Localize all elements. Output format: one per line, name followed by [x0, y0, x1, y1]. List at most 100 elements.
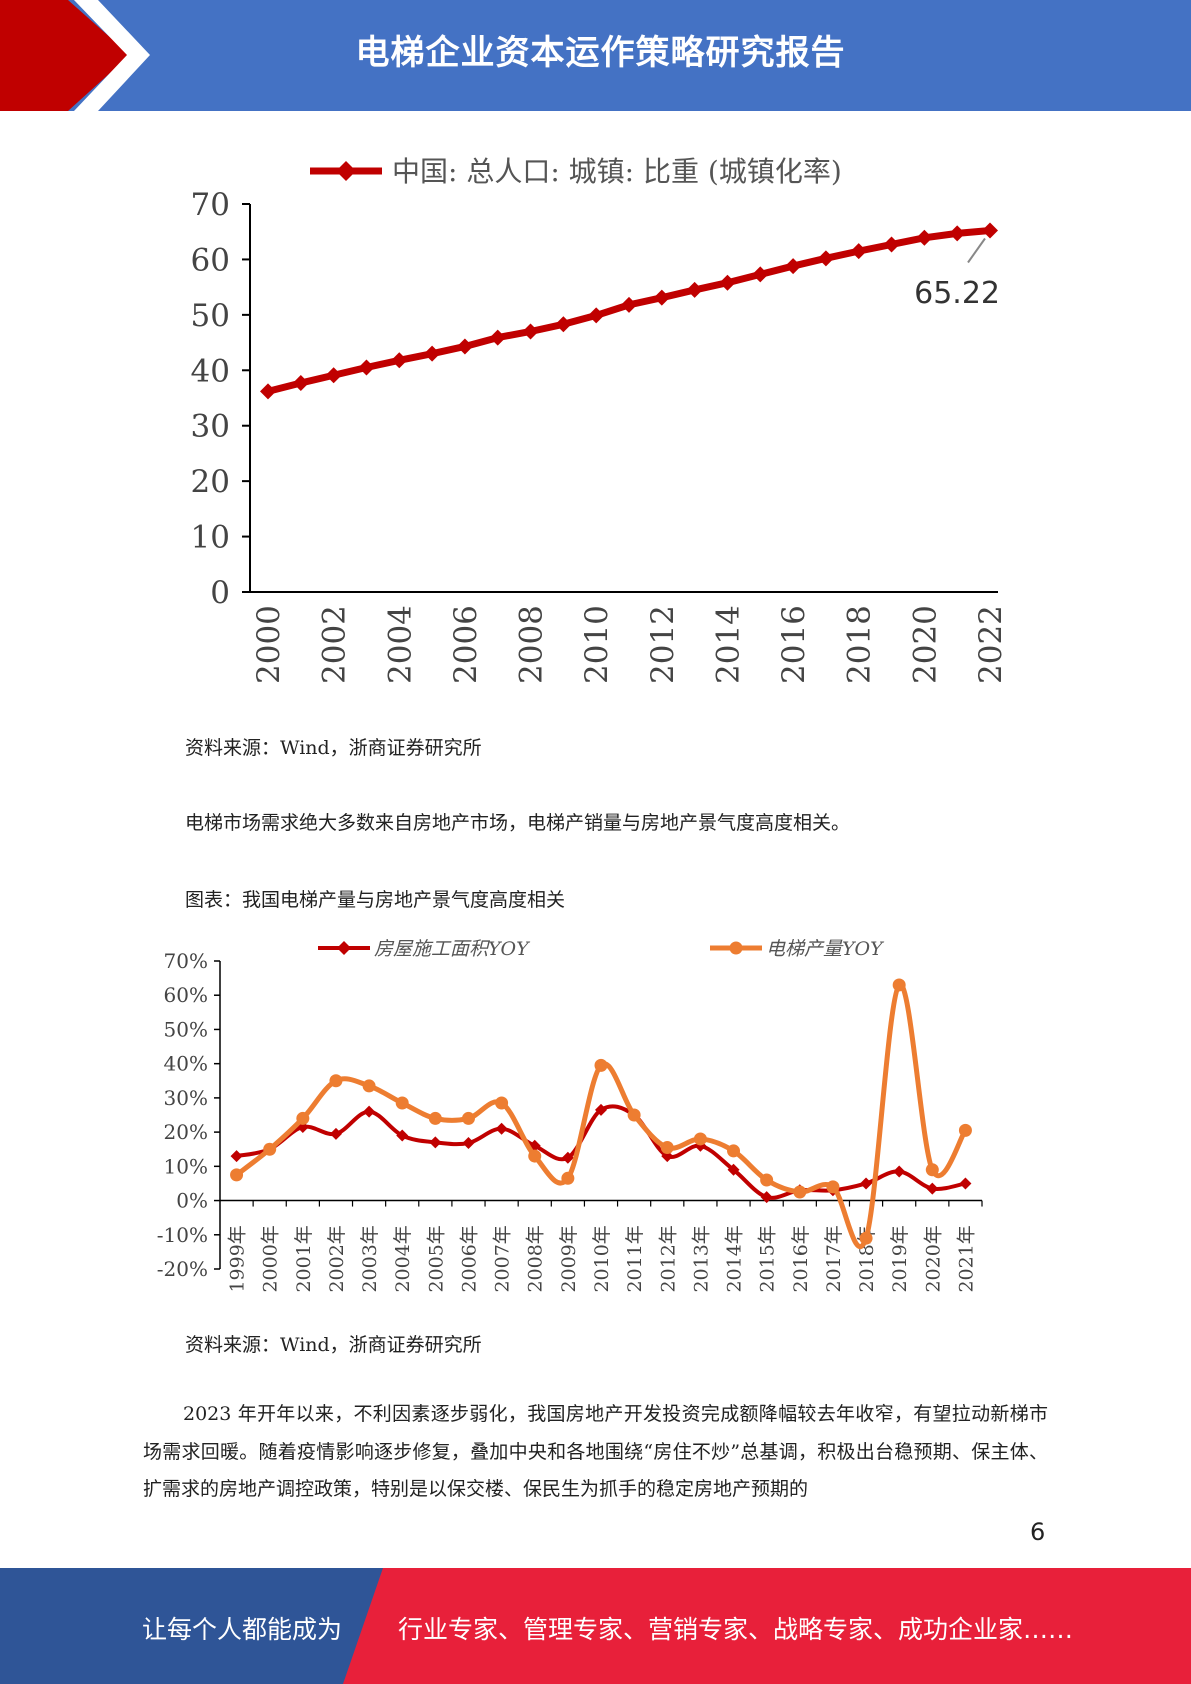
chart1-data-point [752, 266, 769, 283]
chart1-data-point [653, 289, 670, 306]
chart1-data-point [949, 225, 966, 242]
chart1-data-point [621, 296, 637, 313]
chart1-data-point [982, 222, 998, 239]
chart2-construction-point [462, 1137, 475, 1150]
chart2-elevator-point [395, 1096, 409, 1110]
chart2-x-tick-label: 2020年 [922, 1225, 944, 1292]
chart1-y-tick-label: 20 [191, 464, 230, 500]
chart1-legend-marker [336, 161, 356, 181]
intro-text: 电梯市场需求绝大多数来自房地产市场，电梯产销量与房地产景气度高度相关。 [185, 812, 851, 834]
chart2-y-tick-label: 50% [164, 1017, 208, 1041]
chart2-elevator-point [892, 978, 906, 992]
chart2-y-tick-label: 60% [164, 983, 208, 1007]
chart1-data-point [456, 338, 473, 355]
chart2-construction-point [595, 1103, 607, 1116]
chart2-x-tick-label: 2012年 [657, 1225, 679, 1292]
chart2-elevator-point [594, 1058, 608, 1072]
chart1-data-point [292, 375, 309, 392]
chart2-x-tick-label: 2000年 [260, 1225, 282, 1292]
chart2-x-tick-label: 2004年 [392, 1225, 414, 1292]
chart2-construction-point [230, 1150, 243, 1163]
chart2-x-tick-label: 2009年 [558, 1225, 580, 1292]
chart2-elevator-point [230, 1168, 244, 1182]
chart2-elevator-point [958, 1123, 972, 1137]
chart2-construction-point [760, 1191, 773, 1204]
chart2-legend-marker-elevator [729, 941, 743, 955]
chart1-x-tick-label: 2000 [251, 605, 287, 684]
chart1-annotation-label: 65.22 [914, 276, 1000, 311]
chart2-construction-line [236, 1104, 966, 1200]
chart1-y-tick-label: 60 [191, 242, 230, 278]
chart2-elevator-point [727, 1144, 741, 1158]
footer-bar [0, 1568, 1191, 1684]
chart2-elevator-point [793, 1185, 807, 1199]
chart1-data-point [489, 329, 506, 346]
chart1-x-tick-label: 2004 [382, 605, 418, 684]
chart1-legend: 中国: 总人口: 城镇: 比重 (城镇化率) [310, 155, 842, 188]
chart2-legend-label-construction: 房屋施工面积YOY [374, 938, 531, 960]
chart2-y-tick-label: 30% [164, 1086, 208, 1110]
chart1-y-tick-label: 50 [191, 298, 230, 334]
chart2-construction-point [860, 1177, 873, 1190]
chart1-x-tick-label: 2018 [842, 605, 878, 684]
footer-slogan-right: 行业专家、管理专家、营销专家、战略专家、成功企业家…… [398, 1615, 1074, 1644]
chart2-y-tick-label: -10% [157, 1223, 208, 1247]
chart2-x-tick-label: 2016年 [790, 1225, 812, 1292]
chart1-data-point [817, 250, 834, 267]
chart2-construction-point [528, 1139, 541, 1152]
chart2-legend-marker-construction [337, 941, 351, 955]
urbanization-rate-chart: 0 10 20 30 40 50 60 70 2000 2002 2004 2006 2008 2010 2… [191, 155, 1009, 684]
chart2-x-tick-label: 2014年 [724, 1225, 746, 1292]
chart2-elevator-point [528, 1149, 542, 1163]
chart2-elevator-point [428, 1111, 442, 1125]
header-bar: 电梯企业资本运作策略研究报告 [0, 0, 1191, 111]
chart1-x-tick-label: 2010 [579, 605, 615, 684]
page-number: 6 [1030, 1518, 1046, 1546]
chart2-y-tick-label: -20% [157, 1257, 208, 1281]
chart2-y-tick-label: 20% [164, 1120, 208, 1144]
chart2-construction-point [926, 1182, 939, 1195]
chart1-data-point [522, 323, 539, 340]
chart1-data-point [358, 359, 375, 376]
chart1-x-tick-label: 2016 [776, 605, 812, 684]
chart1-legend-label: 中国: 总人口: 城镇: 比重 (城镇化率) [392, 155, 842, 188]
chart2-x-tick-label: 2015年 [757, 1225, 779, 1292]
chart1-x-tick-label: 2022 [973, 605, 1009, 684]
chart1-y-tick-label: 40 [191, 353, 230, 389]
chart2-y-tick-label: 40% [164, 1052, 208, 1076]
chart1-x-tick-label: 2006 [448, 605, 484, 684]
chart2-elevator-point [627, 1108, 641, 1122]
chart1-annotation-leader [967, 237, 986, 264]
chart1-x-tick-label: 2020 [907, 605, 943, 684]
chart2-x-tick-label: 2008年 [525, 1225, 547, 1292]
chart1-data-point [719, 274, 736, 291]
chart1-data-point [260, 383, 276, 400]
footer-slogan-left: 让每个人都能成为 [142, 1615, 343, 1644]
chart2-x-tick-label: 2017年 [823, 1225, 845, 1292]
chart2-y-tick-label: 70% [164, 949, 208, 973]
chart2-y-tick-label: 10% [164, 1154, 208, 1178]
chart1-x-tick-label: 2002 [317, 605, 353, 684]
chart1-x-tick-label: 2012 [645, 605, 681, 684]
chart2-construction-point [363, 1105, 376, 1118]
chart2-construction-point [429, 1136, 442, 1149]
chart2-x-tick-label: 2010年 [591, 1225, 613, 1292]
chart1-data-point [325, 367, 342, 384]
page-title: 电梯企业资本运作策略研究报告 [355, 33, 846, 73]
chart1-y-tick-label: 10 [191, 520, 230, 556]
chart1-data-point [391, 352, 408, 369]
chart2-x-tick-label: 2019年 [889, 1225, 911, 1292]
chart1-data-point [785, 258, 802, 275]
chart1-y-tick-label: 70 [191, 187, 230, 223]
chart2-construction-point [329, 1127, 342, 1140]
elevator-vs-construction-chart: -20% -10% 0% 10% 20% 30% 40% 50% 60% 70% 1999年 2000… [157, 938, 983, 1293]
chart2-x-tick-label: 2006年 [458, 1225, 480, 1292]
chart2-construction-point [959, 1177, 972, 1190]
chart2-elevator-point [495, 1096, 509, 1110]
chart1-data-point [883, 236, 900, 253]
chart1-x-tick-label: 2014 [710, 605, 746, 684]
chart2-elevator-point [561, 1171, 575, 1185]
chart2-x-tick-label: 2011年 [624, 1225, 646, 1292]
chart1-source: 资料来源：Wind，浙商证券研究所 [185, 737, 482, 759]
header-arrow-decoration [0, 0, 150, 111]
